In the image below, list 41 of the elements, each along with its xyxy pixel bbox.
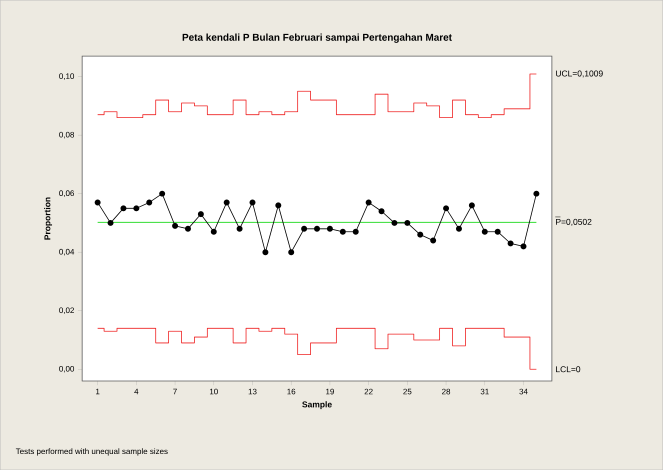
point [94, 199, 101, 206]
point [508, 240, 514, 246]
point [443, 205, 450, 212]
x-axis-title: Sample [302, 401, 332, 410]
ref-line-label: P=0,0502 [556, 218, 592, 226]
point [326, 226, 333, 232]
point [417, 232, 424, 238]
point [159, 190, 166, 197]
point [366, 199, 372, 206]
point [494, 228, 501, 235]
point [378, 208, 385, 214]
point [301, 226, 308, 232]
point [108, 220, 114, 226]
chart-title: Peta kendali P Bulan Februari sampai Pertengahan Maret [182, 33, 452, 43]
point [352, 228, 359, 235]
point [210, 228, 217, 235]
point [391, 220, 398, 226]
point [468, 202, 475, 208]
point [172, 222, 178, 229]
point [198, 211, 204, 218]
point [520, 243, 526, 250]
point [146, 199, 152, 206]
point [533, 190, 540, 197]
point [456, 226, 462, 232]
point [340, 228, 346, 235]
point [250, 199, 256, 206]
point [482, 228, 488, 235]
point [120, 205, 126, 212]
point [224, 199, 230, 206]
y-axis-title: Proportion [44, 197, 52, 240]
point [133, 205, 140, 212]
point [262, 249, 268, 256]
text: UCL=0,1009 [556, 70, 603, 78]
point [184, 226, 191, 232]
point [430, 237, 436, 244]
point [236, 226, 243, 232]
point [275, 202, 282, 208]
text: LCL=0 [556, 366, 580, 372]
point [288, 249, 294, 256]
point [314, 226, 320, 232]
point [404, 220, 410, 226]
